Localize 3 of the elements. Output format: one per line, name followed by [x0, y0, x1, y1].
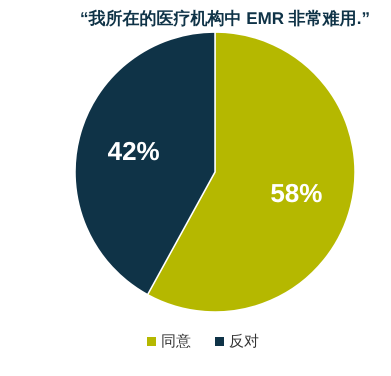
legend-label: 反对 [229, 333, 259, 350]
legend-label: 同意 [161, 333, 191, 350]
title: “我所在的医疗机构中 EMR 非常难用.” [80, 9, 370, 28]
